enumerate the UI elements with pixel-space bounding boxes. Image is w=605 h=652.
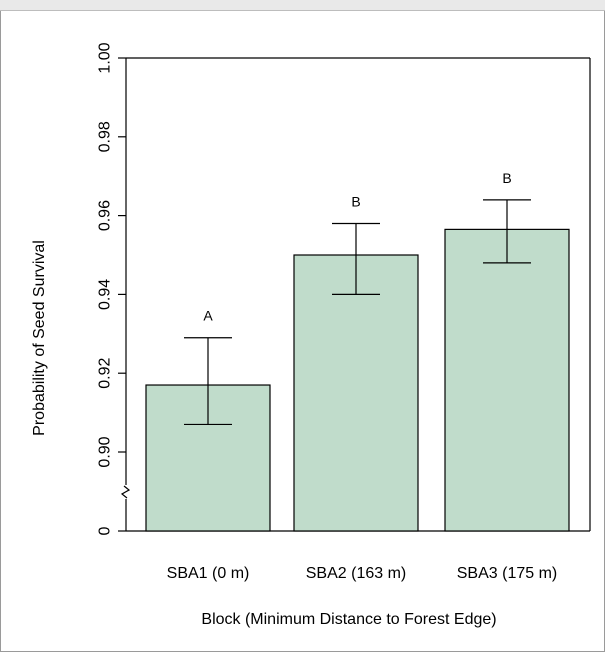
y-axis-break-mark bbox=[120, 485, 131, 499]
x-axis-title: Block (Minimum Distance to Forest Edge) bbox=[201, 611, 496, 628]
bar bbox=[293, 254, 419, 532]
x-tick-label: SBA2 (163 m) bbox=[306, 565, 406, 582]
y-tick-label: 0 bbox=[97, 526, 114, 535]
x-tick-label: SBA3 (175 m) bbox=[457, 565, 557, 582]
y-axis-title: Probability of Seed Survival bbox=[31, 240, 48, 436]
y-tick-label: 1.00 bbox=[97, 42, 114, 73]
significance-letter: A bbox=[203, 308, 213, 324]
y-tick-label: 0.94 bbox=[97, 279, 114, 310]
y-tick-label: 0.90 bbox=[97, 436, 114, 467]
y-tick-label: 0.98 bbox=[97, 121, 114, 152]
significance-letter: B bbox=[502, 170, 511, 186]
y-tick-label: 0.96 bbox=[97, 200, 114, 231]
significance-letter: B bbox=[351, 193, 360, 209]
top-toolbar-strip bbox=[0, 0, 605, 11]
y-tick-label: 0.92 bbox=[97, 358, 114, 389]
x-tick-label: SBA1 (0 m) bbox=[167, 565, 250, 582]
bar bbox=[444, 228, 570, 532]
